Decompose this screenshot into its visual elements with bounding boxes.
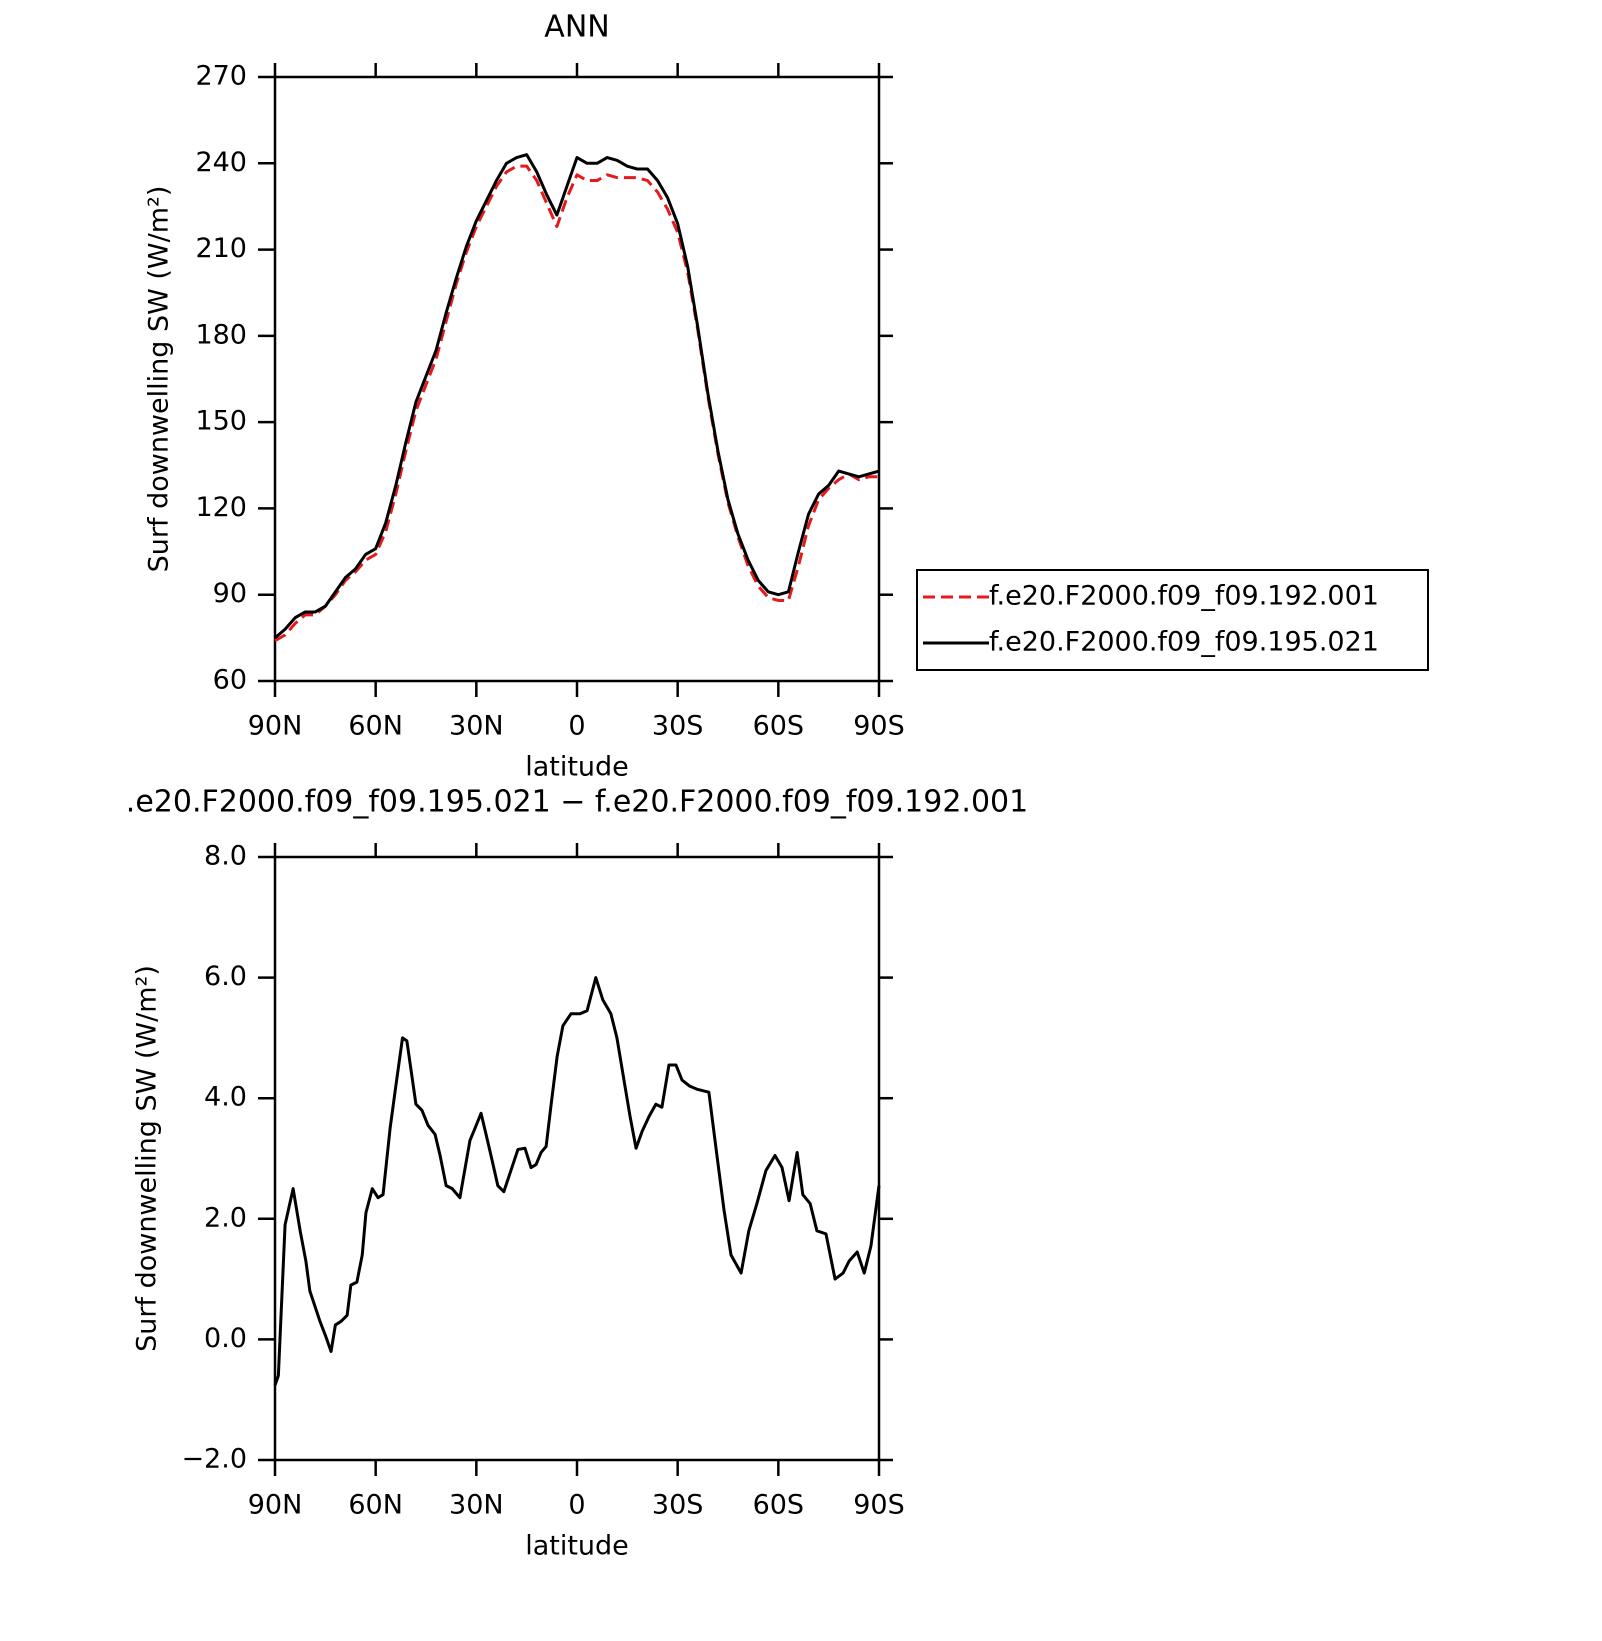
x-tick-label: 0 [568,1490,585,1521]
x-tick-label: 90N [248,711,303,742]
y-tick-label: 4.0 [204,1082,247,1113]
x-tick-label: 60N [348,1490,403,1521]
x-tick-label: 60N [348,711,403,742]
x-axis-label: latitude [525,752,629,783]
plot-frame [273,855,881,1462]
y-tick-label: 150 [195,406,247,437]
x-tick-label: 60S [753,711,805,742]
x-tick-label: 90S [853,1490,905,1521]
chart-panel: .e20.F2000.f09_f09.195.021 − f.e20.F2000… [126,785,1028,1562]
legend: f.e20.F2000.f09_f09.192.001 f.e20.F2000.f… [916,569,1429,671]
y-tick-label: 180 [195,319,247,350]
y-tick-label: 120 [195,492,247,523]
legend-label: f.e20.F2000.f09_f09.195.021 [989,627,1379,658]
data-line [273,976,881,1386]
y-tick-label: 0.0 [204,1323,247,1354]
data-line [274,164,879,643]
x-tick-label: 90S [853,711,905,742]
y-tick-label: 6.0 [204,961,247,992]
legend-label: f.e20.F2000.f09_f09.192.001 [989,581,1379,612]
y-tick-label: −2.0 [181,1444,247,1475]
x-axis-label: latitude [525,1531,629,1562]
y-tick-label: 270 [195,61,247,92]
x-tick-label: 0 [568,711,585,742]
y-tick-label: 8.0 [204,841,247,872]
y-axis-label: Surf downwelling SW (W/m²) [132,965,163,1352]
y-axis-label: Surf downwelling SW (W/m²) [144,186,175,573]
y-tick-label: 240 [195,147,247,178]
y-tick-label: 2.0 [204,1202,247,1233]
chart-title: ANN [544,10,609,45]
data-line [274,153,880,639]
y-tick-label: 90 [213,578,247,609]
y-tick-label: 210 [195,233,247,264]
x-tick-label: 30N [449,1490,504,1521]
x-tick-label: 30N [449,711,504,742]
x-tick-label: 60S [753,1490,805,1521]
y-tick-label: 60 [213,665,247,696]
legend-box [916,569,1429,671]
x-tick-label: 30S [652,1490,704,1521]
chart-title: .e20.F2000.f09_f09.195.021 − f.e20.F2000… [126,785,1028,820]
x-tick-label: 90N [248,1490,303,1521]
x-tick-label: 30S [652,711,704,742]
